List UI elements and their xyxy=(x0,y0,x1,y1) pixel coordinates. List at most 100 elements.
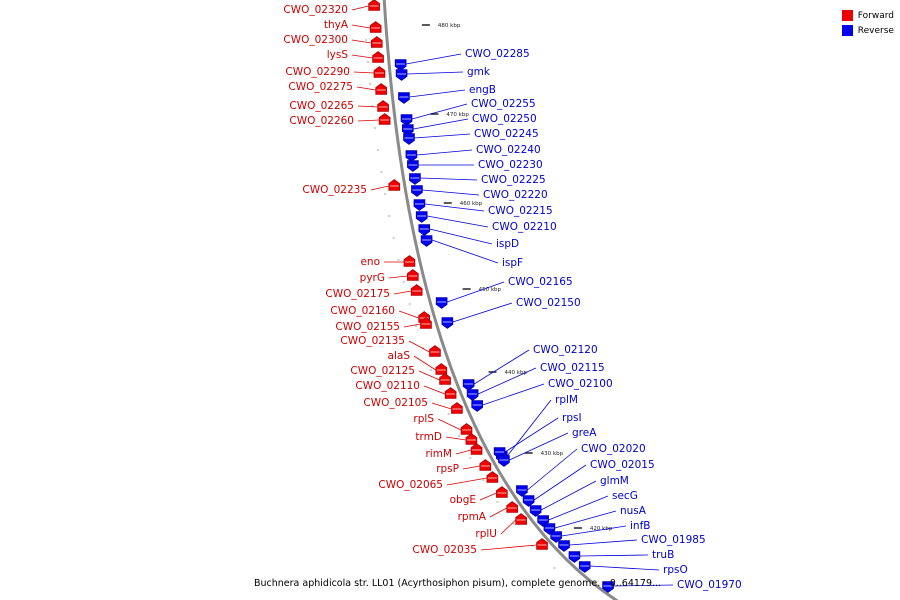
gene-label-cwo-02285[interactable]: CWO_02285 xyxy=(465,48,530,60)
gene-label-lyss[interactable]: lysS xyxy=(327,49,349,61)
leader-line-rpls xyxy=(437,418,462,431)
gene-label-cwo-02035[interactable]: CWO_02035 xyxy=(412,544,477,556)
gene-cwo-02175 xyxy=(410,284,423,296)
gene-label-eno[interactable]: eno xyxy=(360,256,380,268)
gene-label-cwo-02105[interactable]: CWO_02105 xyxy=(363,397,428,409)
gene-label-cwo-02015[interactable]: CWO_02015 xyxy=(590,459,655,471)
gene-label-rplu[interactable]: rplU xyxy=(475,528,497,540)
gene-label-gmk[interactable]: gmk xyxy=(467,66,491,78)
label-layer: CWO_02320 thyA CWO_02300 lysS CWO_02290 CWO_0… xyxy=(283,4,741,591)
gene-label-cwo-01985[interactable]: CWO_01985 xyxy=(641,534,706,546)
gene-label-rpls[interactable]: rplS xyxy=(413,413,434,425)
leader-line-cwo-02210 xyxy=(427,215,489,228)
gene-label-cwo-02165[interactable]: CWO_02165 xyxy=(508,276,573,288)
gene-label-trub[interactable]: truB xyxy=(652,549,674,561)
leader-line-cwo-02290 xyxy=(353,71,374,74)
gene-label-infb[interactable]: infB xyxy=(630,520,650,532)
leader-line-cwo-02300 xyxy=(351,39,372,44)
legend: Forward Reverse xyxy=(841,8,894,38)
gene-cwo-02165 xyxy=(435,297,448,309)
gene-label-rpsi[interactable]: rpsI xyxy=(562,412,582,424)
gene-label-grea[interactable]: greA xyxy=(572,427,597,439)
gene-label-pyrg[interactable]: pyrG xyxy=(360,272,385,284)
gene-label-cwo-02235[interactable]: CWO_02235 xyxy=(302,184,367,196)
gene-label-cwo-02230[interactable]: CWO_02230 xyxy=(478,159,543,171)
gene-label-cwo-02115[interactable]: CWO_02115 xyxy=(540,362,605,374)
gene-cwo-02115 xyxy=(466,389,479,401)
leader-line-cwo-01985 xyxy=(569,539,638,546)
gene-label-cwo-02300[interactable]: CWO_02300 xyxy=(283,34,348,46)
legend-swatch-forward xyxy=(841,10,853,21)
leader-line-rplm xyxy=(506,399,552,457)
gene-label-cwo-02265[interactable]: CWO_02265 xyxy=(289,100,354,112)
gene-label-rplm[interactable]: rplM xyxy=(555,394,578,406)
leader-line-cwo-02160 xyxy=(398,310,419,319)
leader-line-cwo-02245 xyxy=(414,133,471,139)
gene-label-ispd[interactable]: ispD xyxy=(496,238,519,250)
gene-cwo-02065 xyxy=(486,471,499,483)
legend-label-forward: Forward xyxy=(857,10,894,21)
gene-rimm xyxy=(470,443,483,455)
gene-label-obge[interactable]: obgE xyxy=(450,494,476,506)
gene-lyss xyxy=(372,51,384,63)
gene-label-cwo-02120[interactable]: CWO_02120 xyxy=(533,344,598,356)
gene-label-cwo-02225[interactable]: CWO_02225 xyxy=(481,174,546,186)
gene-alas xyxy=(435,363,448,375)
gene-label-cwo-02220[interactable]: CWO_02220 xyxy=(483,189,548,201)
gene-cwo-02235 xyxy=(388,179,401,191)
gene-label-cwo-02155[interactable]: CWO_02155 xyxy=(335,321,400,333)
gene-label-alas[interactable]: alaS xyxy=(388,350,411,362)
gene-label-cwo-02255[interactable]: CWO_02255 xyxy=(471,98,536,110)
gene-label-ispf[interactable]: ispF xyxy=(502,257,523,269)
leader-line-cwo-02275 xyxy=(356,86,376,91)
gene-cwo-02275 xyxy=(375,83,387,95)
gene-cwo-02240 xyxy=(405,150,418,162)
leader-line-rpsp xyxy=(462,465,480,470)
map-caption: Buchnera aphidicola str. LL01 (Acyrthosi… xyxy=(254,578,662,589)
gene-label-cwo-02290[interactable]: CWO_02290 xyxy=(285,66,350,78)
gene-cwo-02150 xyxy=(441,317,454,329)
leader-line-cwo-02150 xyxy=(452,302,513,323)
leader-line-cwo-02065 xyxy=(446,477,487,486)
gene-label-thya[interactable]: thyA xyxy=(324,19,349,31)
gene-label-cwo-02065[interactable]: CWO_02065 xyxy=(378,479,443,491)
gene-label-cwo-02260[interactable]: CWO_02260 xyxy=(289,115,354,127)
gene-label-cwo-01970[interactable]: CWO_01970 xyxy=(677,579,742,591)
gene-label-rpsp[interactable]: rpsP xyxy=(436,463,459,475)
gene-label-rpma[interactable]: rpmA xyxy=(458,511,487,523)
leader-line-cwo-02135 xyxy=(408,340,430,353)
gene-label-engb[interactable]: engB xyxy=(469,84,496,96)
gene-label-cwo-02125[interactable]: CWO_02125 xyxy=(350,365,415,377)
gene-label-cwo-02320[interactable]: CWO_02320 xyxy=(283,4,348,16)
gene-label-cwo-02245[interactable]: CWO_02245 xyxy=(474,128,539,140)
gene-cwo-02020 xyxy=(516,485,528,497)
gene-label-rpso[interactable]: rpsO xyxy=(663,564,688,576)
gene-label-cwo-02175[interactable]: CWO_02175 xyxy=(325,288,390,300)
leader-line-alas xyxy=(413,355,437,371)
gene-label-rimm[interactable]: rimM xyxy=(425,448,452,460)
gene-label-cwo-02275[interactable]: CWO_02275 xyxy=(288,81,353,93)
leader-line-nusa xyxy=(554,510,617,529)
leader-line-obge xyxy=(479,492,497,501)
gene-label-cwo-02135[interactable]: CWO_02135 xyxy=(340,335,405,347)
gene-label-cwo-02150[interactable]: CWO_02150 xyxy=(516,297,581,309)
gene-layer xyxy=(368,0,614,593)
gene-label-cwo-02240[interactable]: CWO_02240 xyxy=(476,144,541,156)
gene-label-cwo-02250[interactable]: CWO_02250 xyxy=(472,113,537,125)
gene-label-cwo-02020[interactable]: CWO_02020 xyxy=(581,443,646,455)
gene-label-cwo-02160[interactable]: CWO_02160 xyxy=(330,305,395,317)
gene-label-cwo-02100[interactable]: CWO_02100 xyxy=(548,378,613,390)
leader-line-thya xyxy=(351,24,371,29)
gene-label-cwo-02110[interactable]: CWO_02110 xyxy=(355,380,420,392)
gene-label-glmm[interactable]: glmM xyxy=(600,475,629,487)
gene-label-cwo-02215[interactable]: CWO_02215 xyxy=(488,205,553,217)
gene-label-secg[interactable]: secG xyxy=(612,490,638,502)
gene-label-trmd[interactable]: trmD xyxy=(415,431,442,443)
leader-line-cwo-02285 xyxy=(406,53,462,65)
gene-rpso xyxy=(578,561,591,573)
gene-label-cwo-02210[interactable]: CWO_02210 xyxy=(492,221,557,233)
gene-cwo-02255 xyxy=(400,114,413,126)
gene-ispf xyxy=(420,235,433,247)
gene-label-nusa[interactable]: nusA xyxy=(620,505,647,517)
leader-line-cwo-02240 xyxy=(416,149,473,156)
